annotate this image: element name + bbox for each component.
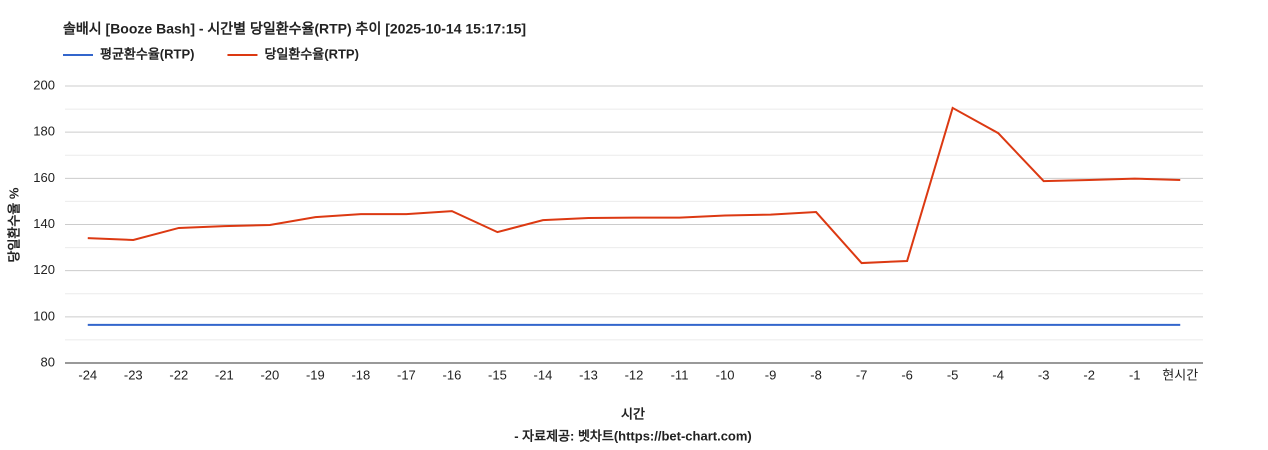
x-tick-label: -7 [856, 367, 868, 382]
y-tick-label: 100 [33, 308, 55, 323]
x-tick-label: -23 [124, 367, 143, 382]
series-line [87, 106, 1181, 265]
chart-title: 솔배시 [Booze Bash] - 시간별 당일환수율(RTP) 추이 [20… [63, 21, 526, 37]
x-tick-label: -17 [397, 367, 416, 382]
x-tick-label: -16 [443, 367, 462, 382]
x-tick-label: -20 [260, 367, 279, 382]
x-tick-label: -19 [306, 367, 325, 382]
x-axis-title: 시간 [621, 406, 645, 421]
y-tick-label: 200 [33, 77, 55, 92]
x-tick-label: -2 [1083, 367, 1095, 382]
legend-label: 당일환수율(RTP) [264, 46, 358, 61]
source-note: - 자료제공: 벳차트(https://bet-chart.com) [514, 428, 752, 443]
x-tick-label: 현시간 [1162, 367, 1198, 382]
x-tick-label: -12 [625, 367, 644, 382]
x-tick-label: -18 [351, 367, 370, 382]
x-tick-label: -5 [947, 367, 959, 382]
x-tick-label: -14 [534, 367, 553, 382]
y-tick-label: 140 [33, 216, 55, 231]
x-tick-label: -22 [169, 367, 188, 382]
x-tick-label: -6 [901, 367, 913, 382]
x-tick-label: -24 [78, 367, 97, 382]
x-tick-label: -15 [488, 367, 507, 382]
y-tick-label: 80 [41, 354, 55, 369]
y-tick-label: 120 [33, 262, 55, 277]
legend-label: 평균환수율(RTP) [100, 46, 194, 61]
x-tick-label: -11 [671, 367, 689, 382]
x-tick-label: -21 [215, 367, 234, 382]
x-tick-label: -1 [1129, 367, 1141, 382]
y-tick-label: 180 [33, 124, 55, 139]
y-axis-title: 당일환수율 % [6, 187, 21, 262]
y-tick-label: 160 [33, 170, 55, 185]
x-tick-label: -9 [765, 367, 777, 382]
x-tick-label: -8 [810, 367, 822, 382]
x-tick-label: -10 [716, 367, 735, 382]
x-tick-label: -3 [1038, 367, 1050, 382]
x-tick-label: -4 [992, 367, 1004, 382]
x-tick-label: -13 [579, 367, 598, 382]
